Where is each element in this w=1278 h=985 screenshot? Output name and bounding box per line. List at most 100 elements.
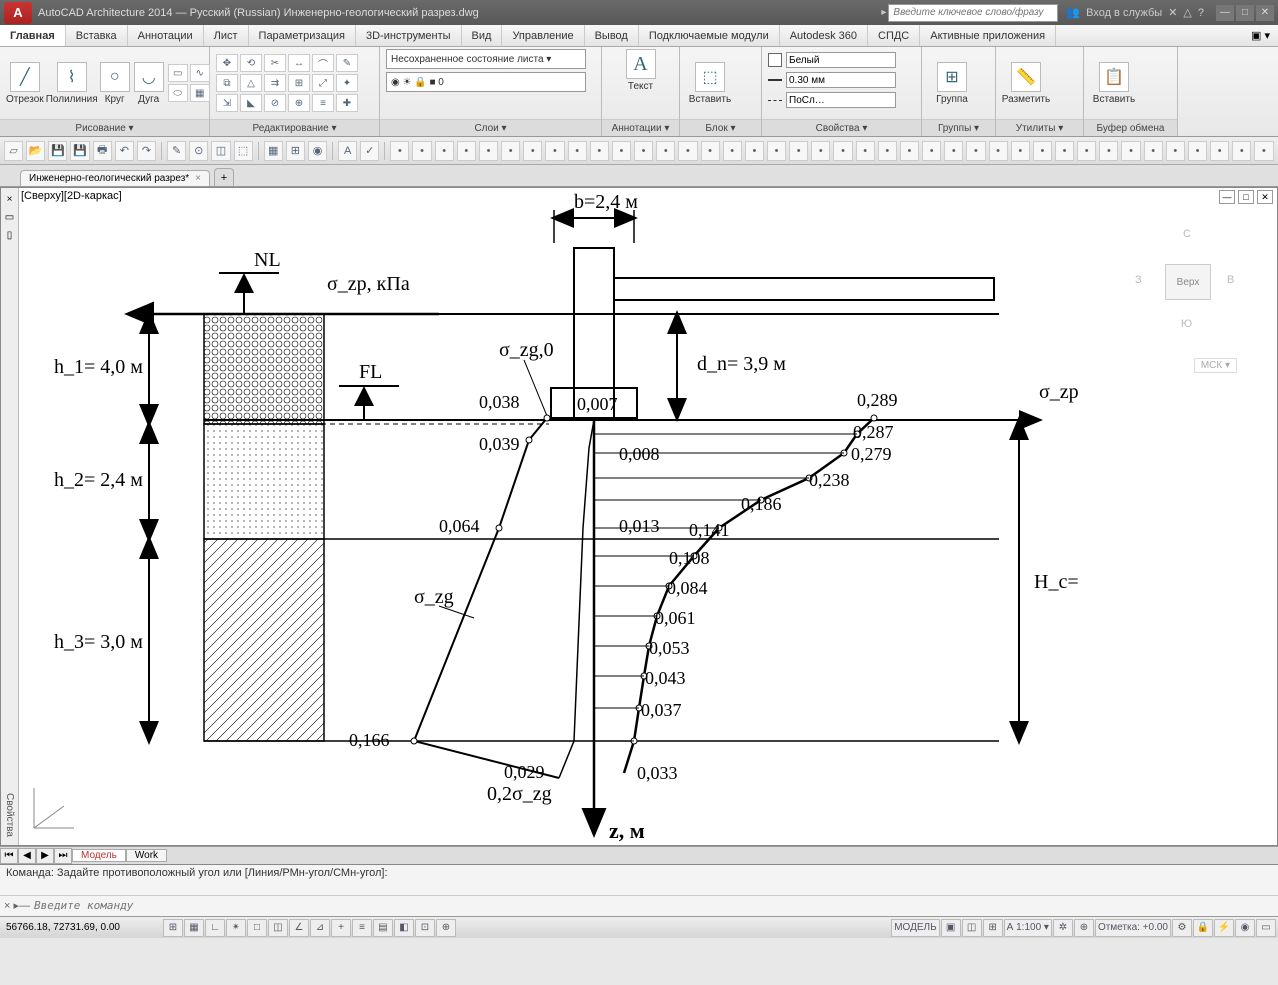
tab-3dtools[interactable]: 3D-инструменты	[356, 25, 462, 46]
minimize-button[interactable]: —	[1216, 5, 1234, 21]
layout-last-icon[interactable]: ⏭	[54, 848, 72, 864]
app-icon[interactable]: A	[4, 2, 32, 24]
qat-tool-icon[interactable]: •	[833, 141, 852, 161]
viewcube-west[interactable]: З	[1135, 274, 1142, 286]
lineweight-combo[interactable]: 0.30 мм	[786, 72, 896, 88]
fillet-icon[interactable]: ⌒	[312, 54, 334, 72]
tab-output[interactable]: Вывод	[585, 25, 639, 46]
3dosnap-toggle[interactable]: ◫	[268, 919, 288, 937]
erase-icon[interactable]: ✎	[336, 54, 358, 72]
qat-open-icon[interactable]: 📂	[26, 141, 45, 161]
viewport-close-icon[interactable]: ×	[3, 192, 17, 206]
viewcube-south[interactable]: Ю	[1181, 318, 1192, 330]
polar-toggle[interactable]: ✴	[226, 919, 246, 937]
qat-undo-icon[interactable]: ↶	[115, 141, 134, 161]
dyn-toggle[interactable]: +	[331, 919, 351, 937]
isolate-icon[interactable]: ◉	[1235, 919, 1255, 937]
join-icon[interactable]: ⊕	[288, 94, 310, 112]
lwt-toggle[interactable]: ≡	[352, 919, 372, 937]
lock-ui-icon[interactable]: 🔒	[1193, 919, 1213, 937]
panel-title-clip[interactable]: Буфер обмена	[1084, 119, 1177, 136]
tab-manage[interactable]: Управление	[502, 25, 584, 46]
scale-icon[interactable]: ⤢	[312, 74, 334, 92]
qat-tool-icon[interactable]: •	[989, 141, 1008, 161]
viewcube-north[interactable]: С	[1183, 228, 1191, 240]
elevation-readout[interactable]: Отметка: +0.00	[1095, 919, 1171, 937]
extend-icon[interactable]: ↔	[288, 54, 310, 72]
align-icon[interactable]: ≡	[312, 94, 334, 112]
rotate-icon[interactable]: ⟲	[240, 54, 262, 72]
clean-screen-icon[interactable]: ▭	[1256, 919, 1276, 937]
array-icon[interactable]: ⊞	[288, 74, 310, 92]
hatch-tool-icon[interactable]: ▦	[190, 84, 210, 102]
qat-save-icon[interactable]: 💾	[48, 141, 67, 161]
tab-spds[interactable]: СПДС	[868, 25, 920, 46]
insert-block-tool[interactable]: ⬚Вставить	[686, 62, 734, 105]
share-icon[interactable]: △	[1183, 6, 1191, 19]
qat-tool-icon[interactable]: •	[634, 141, 653, 161]
sc-toggle[interactable]: ⊡	[415, 919, 435, 937]
mirror-icon[interactable]: △	[240, 74, 262, 92]
viewport-max-icon[interactable]: □	[1238, 190, 1254, 204]
rect-tool-icon[interactable]: ▭	[168, 64, 188, 82]
annovisibility-icon[interactable]: ✲	[1053, 919, 1073, 937]
tpy-toggle[interactable]: ▤	[373, 919, 393, 937]
qat-tool-icon[interactable]: •	[966, 141, 985, 161]
group-tool[interactable]: ⊞Группа	[928, 62, 976, 105]
tab-plugins[interactable]: Подключаемые модули	[639, 25, 780, 46]
qat-tool-icon[interactable]: •	[1254, 141, 1273, 161]
move-icon[interactable]: ✥	[216, 54, 238, 72]
command-input[interactable]	[34, 899, 1274, 912]
document-tab[interactable]: Инженерно-геологический разрез* ×	[20, 170, 210, 186]
qat-tool-icon[interactable]: •	[501, 141, 520, 161]
tab-activeapps[interactable]: Активные приложения	[920, 25, 1056, 46]
qat-tool-icon[interactable]: •	[745, 141, 764, 161]
measure-tool[interactable]: 📏Разметить	[1002, 62, 1050, 105]
qat-tool-icon[interactable]: •	[767, 141, 786, 161]
qat-tool-icon[interactable]: ◫	[211, 141, 230, 161]
qat-tool-icon[interactable]: •	[900, 141, 919, 161]
explode-icon[interactable]: ✦	[336, 74, 358, 92]
panel-title-draw[interactable]: Рисование ▾	[0, 119, 209, 136]
wcs-dropdown[interactable]: МСК ▾	[1194, 358, 1237, 373]
ribbon-collapse-button[interactable]: ▣ ▾	[1243, 25, 1278, 46]
polyline-tool[interactable]: ⌇Полилиния	[48, 62, 96, 105]
stretch-icon[interactable]: ⇲	[216, 94, 238, 112]
exchange-icon[interactable]: ✕	[1168, 6, 1177, 19]
model-space-button[interactable]: МОДЕЛЬ	[891, 919, 939, 937]
tab-autodesk360[interactable]: Autodesk 360	[780, 25, 868, 46]
status-icon[interactable]: ◫	[962, 919, 982, 937]
viewcube[interactable]: С З Верх В Ю	[1127, 218, 1247, 358]
qat-tool-icon[interactable]: •	[1210, 141, 1229, 161]
text-tool[interactable]: AТекст	[617, 49, 665, 92]
offset-icon[interactable]: ⇉	[264, 74, 286, 92]
qat-tool-icon[interactable]: ⊞	[286, 141, 305, 161]
qat-tool-icon[interactable]: •	[545, 141, 564, 161]
annoauto-icon[interactable]: ⊕	[1074, 919, 1094, 937]
ortho-toggle[interactable]: ∟	[205, 919, 225, 937]
signin-button[interactable]: Вход в службы	[1086, 7, 1162, 19]
qat-tool-icon[interactable]: •	[568, 141, 587, 161]
viewport-tool-icon[interactable]: ▯	[3, 228, 17, 242]
line-tool[interactable]: ╱Отрезок	[6, 62, 44, 105]
tab-sheet[interactable]: Лист	[204, 25, 249, 46]
qat-tool-icon[interactable]: •	[590, 141, 609, 161]
status-icon[interactable]: ▣	[941, 919, 961, 937]
qat-saveas-icon[interactable]: 💾	[70, 141, 89, 161]
chamfer-icon[interactable]: ◣	[240, 94, 262, 112]
qat-tool-icon[interactable]: •	[678, 141, 697, 161]
qat-tool-icon[interactable]: •	[656, 141, 675, 161]
qat-redo-icon[interactable]: ↷	[137, 141, 156, 161]
qat-tool-icon[interactable]: •	[922, 141, 941, 161]
viewcube-top-face[interactable]: Верх	[1165, 264, 1211, 300]
layout-tab-work[interactable]: Work	[126, 849, 167, 862]
qat-tool-icon[interactable]: ✎	[167, 141, 186, 161]
properties-palette-label[interactable]: Свойства	[4, 793, 15, 837]
qat-tool-icon[interactable]: •	[701, 141, 720, 161]
qat-tool-icon[interactable]: •	[723, 141, 742, 161]
copy-icon[interactable]: ⧉	[216, 74, 238, 92]
qat-tool-icon[interactable]: ⊙	[189, 141, 208, 161]
quickview-icon[interactable]: ⊞	[983, 919, 1003, 937]
qat-tool-icon[interactable]: •	[789, 141, 808, 161]
annoscale-combo[interactable]: А 1:100 ▾	[1004, 919, 1052, 937]
